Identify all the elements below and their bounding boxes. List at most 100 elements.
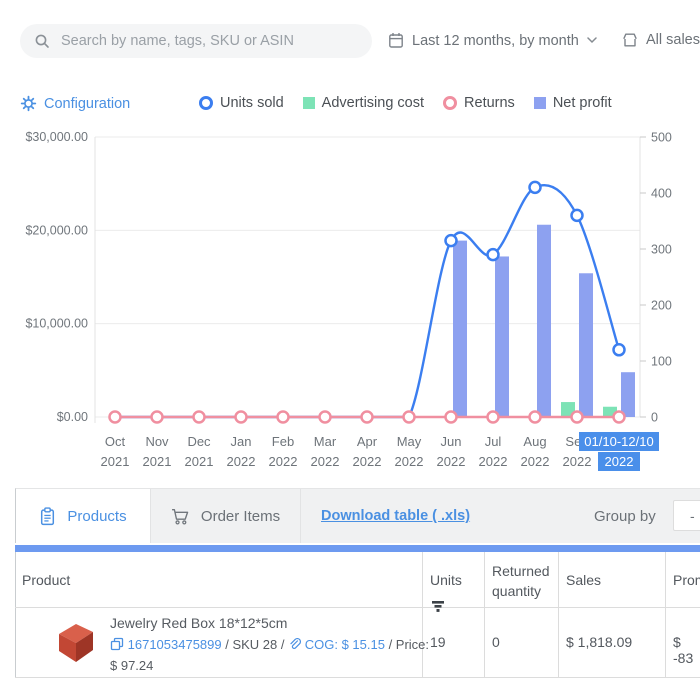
column-divider: [558, 552, 559, 677]
svg-text:01/10-12/10: 01/10-12/10: [584, 434, 653, 449]
returns-marker: [443, 96, 458, 110]
svg-text:2021: 2021: [185, 454, 214, 469]
svg-text:2022: 2022: [521, 454, 550, 469]
cart-icon: [171, 508, 189, 525]
svg-text:2022: 2022: [563, 454, 592, 469]
column-divider: [484, 552, 485, 677]
paperclip-icon: [290, 638, 302, 649]
legend-item-units-sold[interactable]: Units sold: [199, 95, 284, 111]
svg-text:Dec: Dec: [187, 434, 211, 449]
svg-text:Feb: Feb: [272, 434, 294, 449]
sales-chart: $30,000.00 $20,000.00 $10,000.00 $0.00 500 40…: [25, 130, 672, 471]
group-by-dropdown[interactable]: -: [673, 500, 700, 531]
calendar-icon: [389, 33, 403, 48]
table-row: Jewelry Red Box 18*12*5cm 1671053475899 …: [15, 607, 700, 677]
svg-text:Jan: Jan: [231, 434, 252, 449]
cell-sales: $ 1,818.09: [566, 634, 633, 650]
date-range-picker[interactable]: Last 12 months, by month: [388, 32, 597, 49]
column-header-product: Product: [22, 572, 71, 588]
sales-channel-label: All sales chan: [646, 32, 700, 48]
column-divider: [665, 552, 666, 677]
svg-text:2022: 2022: [353, 454, 382, 469]
svg-text:2022: 2022: [311, 454, 340, 469]
configuration-label: Configuration: [44, 95, 131, 112]
svg-text:Nov: Nov: [145, 434, 169, 449]
column-header-promo: Prom: [673, 572, 700, 588]
svg-text:Jun: Jun: [441, 434, 462, 449]
svg-text:2022: 2022: [605, 454, 634, 469]
svg-text:Aug: Aug: [523, 434, 546, 449]
group-by-label: Group by: [594, 508, 656, 525]
svg-text:0: 0: [651, 411, 658, 425]
chart-legend: Units sold Advertising cost Returns Net …: [199, 95, 612, 111]
sales-channel-selector[interactable]: All sales chan: [622, 32, 700, 48]
tab-products[interactable]: Products: [16, 489, 151, 543]
tab-order-items-label: Order Items: [200, 507, 281, 525]
svg-text:$0.00: $0.00: [57, 410, 88, 424]
advertising-cost-marker: [302, 97, 315, 109]
legend-label: Returns: [464, 95, 515, 111]
product-name: Jewelry Red Box 18*12*5cm: [110, 615, 288, 631]
legend-item-returns[interactable]: Returns: [443, 95, 515, 111]
svg-text:2022: 2022: [437, 454, 466, 469]
svg-text:$30,000.00: $30,000.00: [25, 130, 88, 144]
store-icon: [623, 33, 637, 47]
header-row-border: [15, 607, 700, 608]
legend-item-net-profit[interactable]: Net profit: [533, 95, 612, 111]
clipboard-icon: [41, 506, 55, 525]
column-header-sales: Sales: [566, 572, 602, 588]
row-border: [15, 677, 700, 678]
tab-products-label: Products: [67, 507, 127, 525]
cell-returned: 0: [492, 634, 500, 650]
legend-item-advertising-cost[interactable]: Advertising cost: [302, 95, 425, 111]
cell-units: 19: [430, 634, 446, 650]
column-header-units: Units: [430, 572, 462, 588]
svg-text:300: 300: [651, 243, 672, 257]
svg-text:$20,000.00: $20,000.00: [25, 223, 88, 237]
sku-text: / SKU 28 /: [221, 637, 289, 652]
date-range-label: Last 12 months, by month: [412, 32, 579, 49]
svg-text:200: 200: [651, 299, 672, 313]
table-toolbar: Products Order Items Download table ( .x…: [15, 488, 700, 543]
legend-label: Net profit: [552, 95, 612, 111]
product-image: [59, 624, 93, 662]
svg-text:2022: 2022: [395, 454, 424, 469]
svg-text:Jul: Jul: [485, 434, 502, 449]
table-left-border: [15, 552, 16, 677]
svg-text:2022: 2022: [479, 454, 508, 469]
search-input[interactable]: [59, 32, 358, 50]
search-icon: [35, 34, 49, 48]
svg-text:Mar: Mar: [314, 434, 337, 449]
filter-icon[interactable]: [431, 600, 445, 613]
svg-text:Oct: Oct: [105, 434, 126, 449]
price-label: / Price:: [384, 637, 430, 652]
legend-label: Advertising cost: [321, 95, 425, 111]
product-meta: 1671053475899 / SKU 28 / COG: $ 15.15 / …: [110, 634, 430, 655]
svg-text:500: 500: [651, 131, 672, 145]
configuration-link[interactable]: Configuration: [20, 95, 130, 112]
svg-text:May: May: [397, 434, 422, 449]
svg-text:2022: 2022: [269, 454, 298, 469]
column-divider: [422, 552, 423, 677]
product-asin-link[interactable]: 1671053475899: [127, 637, 222, 652]
cog-link[interactable]: COG: $ 15.15: [304, 637, 385, 652]
units-sold-marker: [199, 96, 213, 110]
group-by-value: -: [690, 507, 695, 524]
cell-promo: $ -83: [673, 634, 694, 666]
tab-order-items[interactable]: Order Items: [151, 489, 301, 543]
chevron-down-icon: [587, 37, 597, 44]
svg-text:2021: 2021: [101, 454, 130, 469]
legend-label: Units sold: [220, 95, 284, 111]
search-box[interactable]: [20, 24, 372, 58]
download-table-link[interactable]: Download table ( .xls): [321, 508, 471, 524]
svg-text:400: 400: [651, 187, 672, 201]
svg-text:2022: 2022: [227, 454, 256, 469]
products-table: [0, 552, 700, 678]
horizontal-scrollbar[interactable]: [15, 545, 700, 552]
svg-text:$10,000.00: $10,000.00: [25, 317, 88, 331]
product-price-value: $ 97.24: [110, 658, 154, 673]
copy-icon[interactable]: [110, 637, 124, 651]
net-profit-marker: [533, 97, 546, 109]
svg-text:100: 100: [651, 355, 672, 369]
